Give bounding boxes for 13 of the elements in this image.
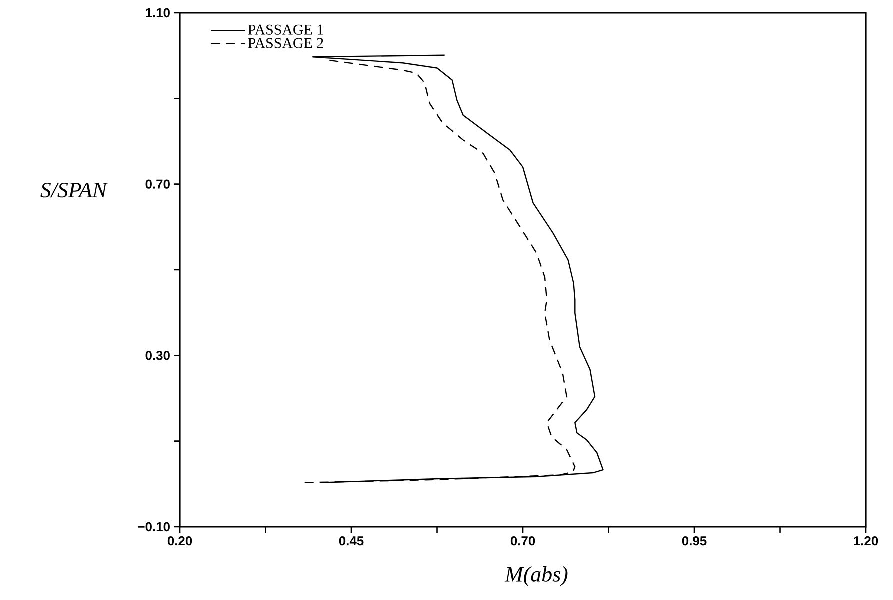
legend-label: PASSAGE 2: [248, 38, 324, 48]
y-tick-label: 1.10: [146, 8, 170, 18]
legend-label: PASSAGE 1: [248, 24, 324, 35]
x-tick-label: 1.20: [854, 536, 878, 546]
x-axis-title: M(abs): [504, 566, 568, 586]
x-tick-label: 0.45: [339, 536, 364, 546]
y-tick-label: −0.10: [138, 522, 170, 532]
x-tick-label: 0.70: [510, 536, 536, 546]
x-tick-label: 0.95: [682, 536, 707, 546]
y-tick-label: 0.30: [146, 351, 170, 360]
x-tick-label: 0.20: [168, 536, 192, 546]
y-tick-label: 0.70: [146, 180, 170, 189]
y-axis-title: S/SPAN: [40, 182, 108, 198]
